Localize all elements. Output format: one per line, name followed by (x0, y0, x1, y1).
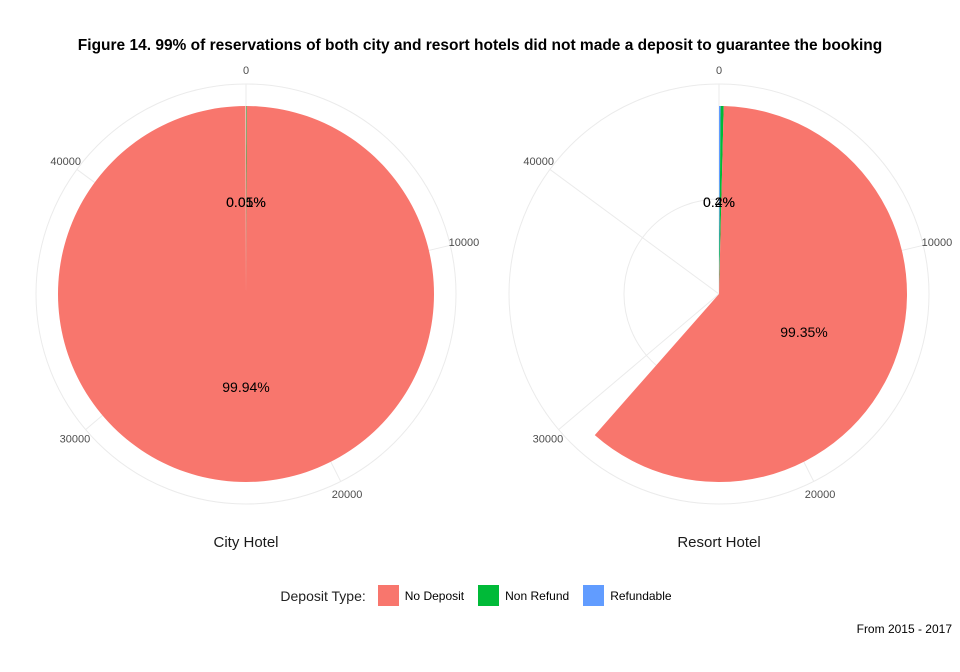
grid-spoke (549, 169, 720, 295)
tick-label: 20000 (805, 489, 836, 501)
tick-label: 20000 (332, 489, 363, 501)
slice-no-deposit (57, 106, 434, 482)
panel-city-hotel: 0 10000 20000 30000 40000 0.01%0.05% 99.94% Cit… (35, 65, 480, 551)
slice-non-refund (719, 106, 724, 294)
legend-label-refundable: Refundable (610, 588, 672, 603)
legend-item-non-refund: Non Refund (478, 585, 569, 606)
tick-label: 30000 (60, 434, 91, 446)
legend-swatch-refundable (583, 585, 605, 606)
tick-label: 0 (716, 65, 722, 77)
chart-title: Figure 14. 99% of reservations of both c… (77, 37, 883, 54)
data-label-refundable: 0.2% (703, 194, 735, 210)
legend-item-refundable: Refundable (583, 585, 672, 606)
tick-label: 30000 (533, 434, 564, 446)
legend: Deposit Type: No Deposit Non Refund Refu… (0, 585, 960, 606)
data-label-no-deposit: 99.35% (780, 324, 827, 340)
slice-non-refund (246, 106, 247, 294)
grid-spoke (558, 293, 720, 430)
panel-label: Resort Hotel (677, 534, 760, 551)
legend-label-non-refund: Non Refund (505, 588, 570, 603)
slice-no-deposit (594, 106, 907, 483)
legend-label-no-deposit: No Deposit (404, 588, 465, 603)
legend-item-no-deposit: No Deposit (377, 585, 465, 606)
panel-label: City Hotel (213, 534, 278, 551)
legend-swatch-non-refund (478, 585, 500, 606)
slice-refundable (719, 106, 721, 294)
legend-title: Deposit Type: (280, 587, 366, 604)
data-label-refundable: 0.01% (226, 194, 266, 210)
data-label-non-refund: 0.05% (226, 194, 266, 210)
tick-label: 10000 (922, 237, 953, 249)
legend-swatch-no-deposit (377, 585, 399, 606)
caption: From 2015 - 2017 (856, 622, 952, 636)
tick-label: 10000 (449, 237, 480, 249)
tick-label: 40000 (523, 156, 554, 168)
tick-label: 40000 (50, 156, 81, 168)
data-label-no-deposit: 99.94% (222, 379, 269, 395)
tick-label: 0 (243, 65, 249, 77)
panel-resort-hotel: 0 10000 20000 30000 40000 0.2%0.4% 99.35% Resor… (508, 65, 953, 551)
data-label-non-refund: 0.4% (703, 194, 735, 210)
